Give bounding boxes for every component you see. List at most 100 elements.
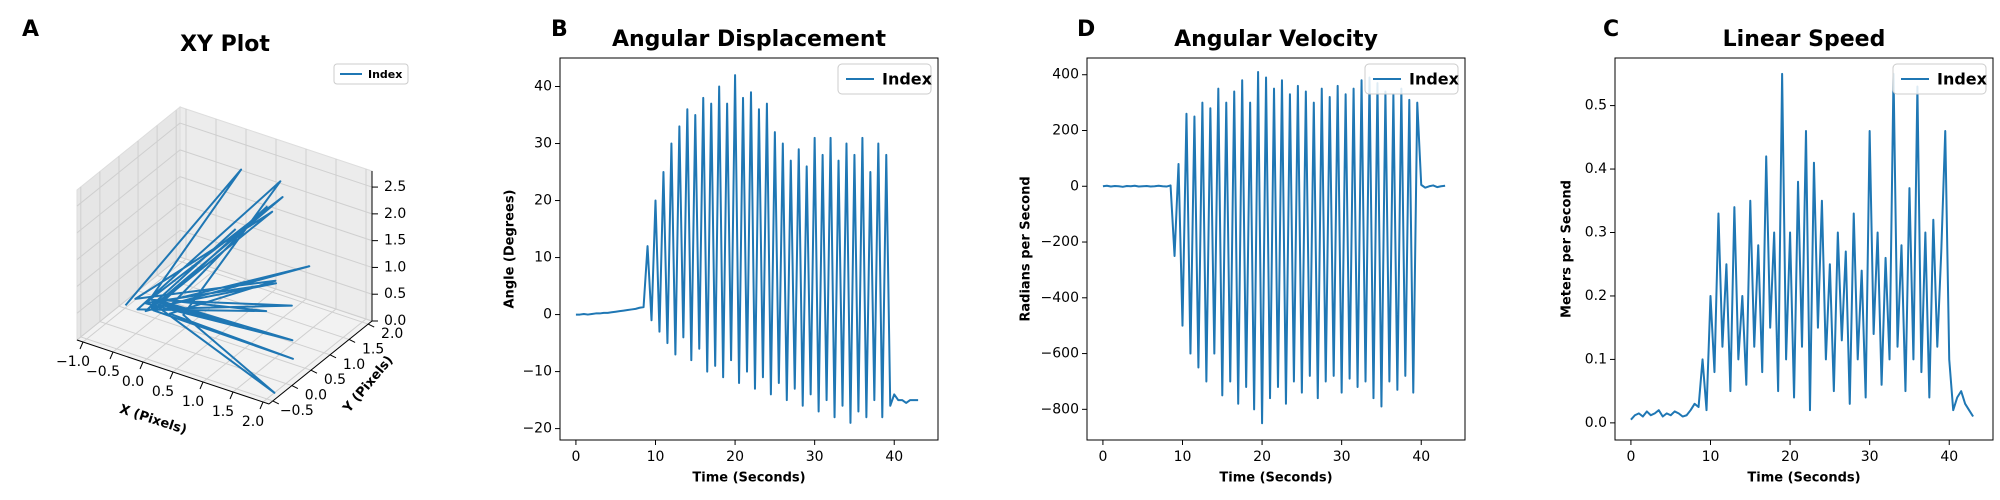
x-tick-label: 40 (1412, 449, 1430, 465)
legend-box (1364, 63, 1459, 95)
grid-line (179, 176, 373, 242)
panel-letter: A (22, 17, 39, 42)
x-tick (199, 381, 204, 390)
data-line (1630, 72, 1974, 421)
grid-line (76, 203, 181, 287)
grid-line (179, 149, 373, 215)
y-tick-label: 0 (543, 307, 552, 323)
x-tick-label: 40 (1940, 449, 1958, 465)
x-tick-label: 0.5 (152, 384, 174, 400)
z-tick-label: 0.0 (384, 313, 406, 329)
y-tick-label: 0.4 (1585, 161, 1607, 177)
grid-line (179, 229, 373, 295)
y-tick-label: 1.0 (343, 357, 365, 373)
y-tick-label: −200 (1041, 234, 1079, 250)
y-tick (329, 354, 337, 359)
y-tick (291, 385, 299, 390)
y-tick-label: 1.5 (362, 341, 384, 357)
chart-title: XY Plot (180, 32, 270, 57)
y-axis-label: Angle (Degrees) (503, 190, 518, 309)
grid-line (262, 318, 367, 403)
grid-line (76, 122, 181, 207)
legend-label: Index (1937, 70, 1988, 89)
y-tick-label: 40 (534, 79, 552, 95)
x-tick-label: −0.5 (86, 364, 120, 380)
x-axis-label: Time (Seconds) (1747, 471, 1860, 486)
y-axis-line (268, 320, 373, 405)
y-tick-label: 0 (1070, 178, 1079, 194)
y-tick-label: 20 (534, 193, 552, 209)
chart-title: Angular Velocity (1174, 27, 1378, 52)
x-axis-label: Time (Seconds) (692, 471, 805, 486)
x-tick (259, 401, 264, 410)
panel-letter: D (1077, 17, 1095, 42)
y-tick-label: −10 (522, 364, 552, 380)
y-tick-label: 0.5 (324, 372, 346, 388)
axes-frame (1614, 57, 1994, 441)
z-tick-label: 2.0 (384, 206, 406, 222)
panel-letter: C (1603, 17, 1619, 42)
y-tick-label: 10 (534, 250, 552, 266)
x-tick-label: 30 (1333, 449, 1351, 465)
x-tick (109, 351, 114, 360)
y-tick (348, 338, 356, 343)
x-tick-label: 10 (1702, 449, 1720, 465)
z-tick-label: 1.0 (384, 259, 406, 275)
y-tick-label: −800 (1041, 401, 1079, 417)
y-tick-label: −600 (1041, 346, 1079, 362)
grid-line (176, 259, 369, 325)
x-axis-label: Time (Seconds) (1219, 471, 1332, 486)
y-tick (272, 400, 280, 405)
x-tick-label: 0.0 (122, 374, 144, 390)
x-tick-label: 1.0 (182, 394, 204, 410)
axes-frame (1086, 57, 1466, 441)
grid-line (202, 298, 307, 383)
y-tick-label: 0.0 (305, 388, 327, 404)
y-tick-label: 0.2 (1585, 288, 1607, 304)
z-tick-label: 0.5 (384, 286, 406, 302)
y-tick-label: 0.0 (1585, 415, 1607, 431)
x-axis-line (76, 339, 270, 405)
grid-line (99, 321, 293, 387)
y-tick-label: 30 (534, 136, 552, 152)
x-tick-label: 0 (1626, 449, 1635, 465)
y-tick (310, 369, 318, 374)
axes-frame (559, 57, 939, 441)
y-tick-label: 2.0 (381, 326, 403, 342)
grid-line (80, 336, 273, 402)
y-tick-label: 0.5 (1585, 98, 1607, 114)
y-tick-label: −20 (522, 421, 552, 437)
panel-letter: B (551, 17, 568, 42)
x-axis-label: X (Pixels) (117, 402, 188, 438)
data-line (575, 74, 919, 424)
grid-line (179, 202, 373, 268)
y-tick-label: 0.3 (1585, 225, 1607, 241)
x-tick (169, 371, 174, 380)
grid-line (76, 149, 181, 234)
x-tick-label: 30 (1861, 449, 1879, 465)
legend-box (333, 63, 409, 85)
grid-line (172, 288, 277, 373)
y-tick-label: 0.1 (1585, 351, 1607, 367)
x-tick-label: 0 (1098, 449, 1107, 465)
x-tick-label: 0 (571, 449, 580, 465)
z-tick-label: 2.5 (384, 179, 406, 195)
data-line-3d (124, 168, 311, 394)
x-tick-label: 20 (726, 449, 744, 465)
z-tick-label: 1.5 (384, 233, 406, 249)
grid-line (232, 308, 337, 393)
x-tick (79, 341, 84, 350)
y-tick-label: 400 (1052, 67, 1079, 83)
x-tick (229, 391, 234, 400)
y-axis-label: Radians per Second (1019, 176, 1034, 321)
grid-line (118, 305, 312, 371)
y-tick-label: −0.5 (280, 403, 314, 419)
grid-line (179, 122, 373, 188)
chart-title: Angular Displacement (612, 27, 886, 52)
legend-label: Index (368, 68, 402, 81)
y-tick (367, 323, 375, 328)
x-tick-label: 40 (885, 449, 903, 465)
grid-line (76, 176, 181, 261)
x-tick-label: 20 (1781, 449, 1799, 465)
